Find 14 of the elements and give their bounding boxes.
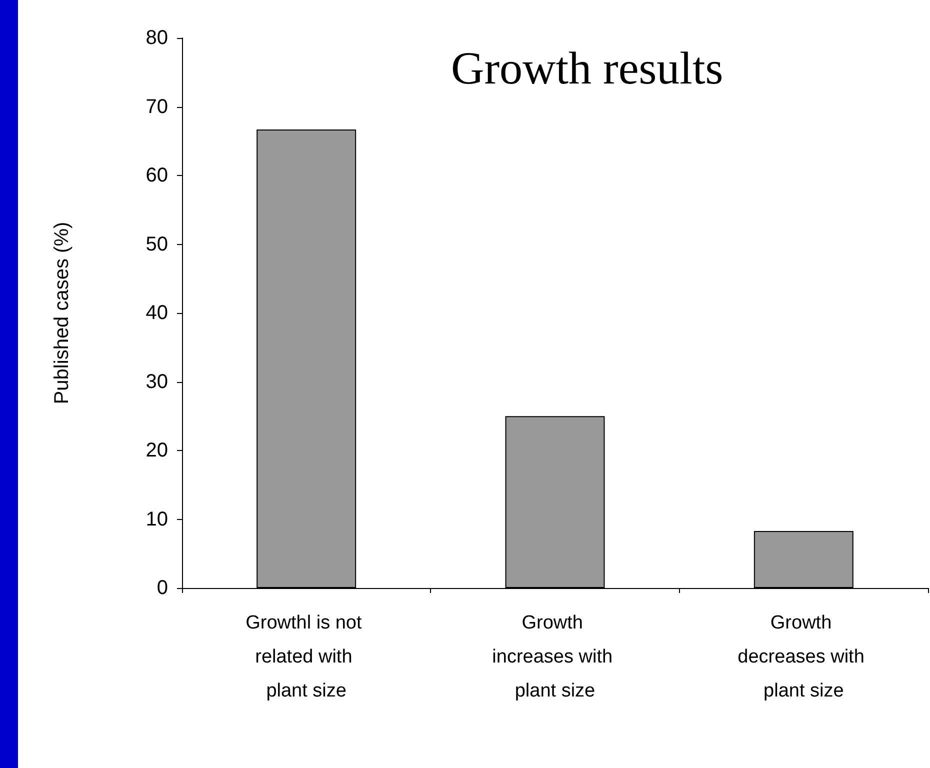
y-tick-label: 70 bbox=[146, 96, 168, 118]
y-axis-title: Published cases (%) bbox=[51, 222, 73, 404]
y-tick-label: 50 bbox=[146, 233, 168, 256]
chart-title: Growth results bbox=[451, 42, 724, 94]
x-tick-label: Growthl is not related with plant size bbox=[246, 612, 368, 702]
y-tick-label: 40 bbox=[146, 302, 168, 324]
y-tick-label: 60 bbox=[146, 164, 168, 186]
y-tick-label: 20 bbox=[146, 440, 168, 462]
y-tick-label: 30 bbox=[146, 370, 168, 393]
y-tick-label: 80 bbox=[146, 27, 168, 49]
y-tick-label: 0 bbox=[156, 577, 168, 599]
x-tick-label: Growth increases with plant size bbox=[492, 612, 618, 702]
x-tick-label: Growth decreases with plant size bbox=[738, 612, 870, 702]
y-tick-label: 10 bbox=[146, 508, 168, 530]
